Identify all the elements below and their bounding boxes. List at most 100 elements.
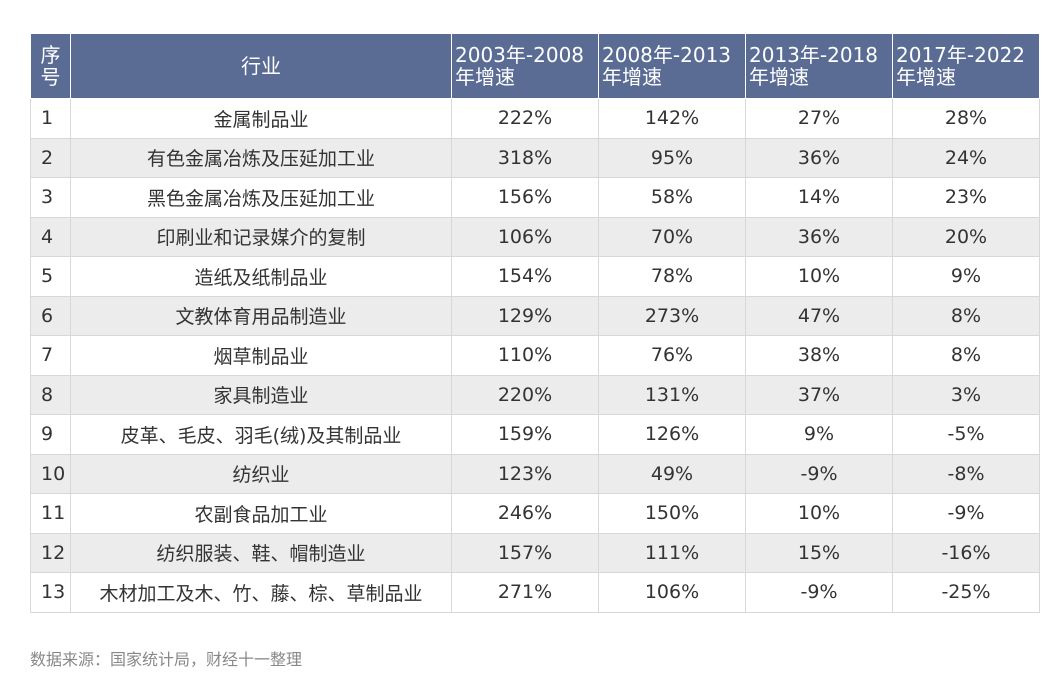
table-cell: 38% bbox=[745, 335, 893, 376]
table-cell: 220% bbox=[451, 374, 599, 415]
table-cell: 37% bbox=[745, 374, 893, 415]
table-cell: 78% bbox=[598, 256, 746, 297]
table-cell: 131% bbox=[598, 374, 746, 415]
table-body: 1 金属制品业 222% 142% 27% 28% 2 有色金属冶炼及压延加工业 318% 95%… bbox=[30, 98, 1040, 613]
header-cell: 序号 bbox=[30, 33, 71, 99]
table-cell: 4 bbox=[30, 216, 71, 257]
table-cell: 159% bbox=[451, 414, 599, 455]
source-note: 数据来源：国家统计局，财经十一整理 bbox=[30, 650, 303, 669]
table-cell: 70% bbox=[598, 216, 746, 257]
table-cell: 纺织服装、鞋、帽制造业 bbox=[70, 532, 452, 573]
table-cell: 246% bbox=[451, 493, 599, 534]
table-cell: 造纸及纸制品业 bbox=[70, 256, 452, 297]
table-cell: 14% bbox=[745, 177, 893, 218]
header-cell: 2003年-2008年增速 bbox=[451, 33, 599, 99]
table-cell: 47% bbox=[745, 295, 893, 336]
table-cell: 36% bbox=[745, 216, 893, 257]
table-row: 13 木材加工及木、竹、藤、棕、草制品业 271% 106% -9% -25% bbox=[30, 572, 1040, 613]
table-cell: 9 bbox=[30, 414, 71, 455]
table-cell: 23% bbox=[892, 177, 1040, 218]
table-cell: 10% bbox=[745, 493, 893, 534]
table-cell: 106% bbox=[451, 216, 599, 257]
table-cell: 印刷业和记录媒介的复制 bbox=[70, 216, 452, 257]
table-cell: -9% bbox=[745, 453, 893, 494]
table-cell: 27% bbox=[745, 98, 893, 139]
table-cell: 13 bbox=[30, 572, 71, 613]
table-cell: 5 bbox=[30, 256, 71, 297]
table-cell: 3 bbox=[30, 177, 71, 218]
table-cell: 150% bbox=[598, 493, 746, 534]
table-cell: 36% bbox=[745, 137, 893, 178]
table-cell: 农副食品加工业 bbox=[70, 493, 452, 534]
table-cell: 2 bbox=[30, 137, 71, 178]
table-cell: -16% bbox=[892, 532, 1040, 573]
table-cell: 20% bbox=[892, 216, 1040, 257]
table-cell: 11 bbox=[30, 493, 71, 534]
table-cell: 154% bbox=[451, 256, 599, 297]
table-row: 4 印刷业和记录媒介的复制 106% 70% 36% 20% bbox=[30, 216, 1040, 257]
table-cell: 142% bbox=[598, 98, 746, 139]
table-cell: -8% bbox=[892, 453, 1040, 494]
table-cell: 3% bbox=[892, 374, 1040, 415]
table-cell: 106% bbox=[598, 572, 746, 613]
table-cell: 156% bbox=[451, 177, 599, 218]
table-row: 2 有色金属冶炼及压延加工业 318% 95% 36% 24% bbox=[30, 137, 1040, 178]
table-cell: 126% bbox=[598, 414, 746, 455]
table-cell: -9% bbox=[892, 493, 1040, 534]
table-cell: 76% bbox=[598, 335, 746, 376]
header-cell: 2008年-2013年增速 bbox=[598, 33, 746, 99]
table-row: 7 烟草制品业 110% 76% 38% 8% bbox=[30, 335, 1040, 376]
table-row: 12 纺织服装、鞋、帽制造业 157% 111% 15% -16% bbox=[30, 532, 1040, 573]
table-cell: 有色金属冶炼及压延加工业 bbox=[70, 137, 452, 178]
data-table: 序号 行业 2003年-2008年增速 2008年-2013年增速 2013年-2018… bbox=[30, 33, 1040, 613]
table-cell: 文教体育用品制造业 bbox=[70, 295, 452, 336]
table-cell: 1 bbox=[30, 98, 71, 139]
table-cell: 111% bbox=[598, 532, 746, 573]
table-row: 1 金属制品业 222% 142% 27% 28% bbox=[30, 98, 1040, 139]
table-cell: 纺织业 bbox=[70, 453, 452, 494]
table-cell: 9% bbox=[892, 256, 1040, 297]
table-cell: 28% bbox=[892, 98, 1040, 139]
table-cell: 10% bbox=[745, 256, 893, 297]
table-row: 11 农副食品加工业 246% 150% 10% -9% bbox=[30, 493, 1040, 534]
table-cell: 家具制造业 bbox=[70, 374, 452, 415]
table-cell: 222% bbox=[451, 98, 599, 139]
header-cell: 2013年-2018年增速 bbox=[745, 33, 893, 99]
table-cell: 58% bbox=[598, 177, 746, 218]
table-cell: 黑色金属冶炼及压延加工业 bbox=[70, 177, 452, 218]
table-cell: 8% bbox=[892, 335, 1040, 376]
table-cell: 8% bbox=[892, 295, 1040, 336]
table-cell: 烟草制品业 bbox=[70, 335, 452, 376]
table-cell: 9% bbox=[745, 414, 893, 455]
table-row: 10 纺织业 123% 49% -9% -8% bbox=[30, 453, 1040, 494]
table-cell: 157% bbox=[451, 532, 599, 573]
header-cell: 行业 bbox=[70, 33, 452, 99]
table-row: 5 造纸及纸制品业 154% 78% 10% 9% bbox=[30, 256, 1040, 297]
table-cell: 110% bbox=[451, 335, 599, 376]
table-cell: 318% bbox=[451, 137, 599, 178]
header-row: 序号 行业 2003年-2008年增速 2008年-2013年增速 2013年-2018… bbox=[30, 33, 1040, 99]
table-cell: 6 bbox=[30, 295, 71, 336]
table-cell: 10 bbox=[30, 453, 71, 494]
table-cell: 49% bbox=[598, 453, 746, 494]
table-row: 8 家具制造业 220% 131% 37% 3% bbox=[30, 374, 1040, 415]
table-cell: 7 bbox=[30, 335, 71, 376]
table-cell: 木材加工及木、竹、藤、棕、草制品业 bbox=[70, 572, 452, 613]
table-cell: -9% bbox=[745, 572, 893, 613]
table-cell: 12 bbox=[30, 532, 71, 573]
table-cell: -25% bbox=[892, 572, 1040, 613]
table-cell: -5% bbox=[892, 414, 1040, 455]
table-cell: 8 bbox=[30, 374, 71, 415]
table-row: 9 皮革、毛皮、羽毛(绒)及其制品业 159% 126% 9% -5% bbox=[30, 414, 1040, 455]
table-cell: 24% bbox=[892, 137, 1040, 178]
table-cell: 95% bbox=[598, 137, 746, 178]
table-cell: 123% bbox=[451, 453, 599, 494]
table-cell: 129% bbox=[451, 295, 599, 336]
table-cell: 金属制品业 bbox=[70, 98, 452, 139]
table-cell: 273% bbox=[598, 295, 746, 336]
table-cell: 皮革、毛皮、羽毛(绒)及其制品业 bbox=[70, 414, 452, 455]
table-row: 3 黑色金属冶炼及压延加工业 156% 58% 14% 23% bbox=[30, 177, 1040, 218]
table-cell: 15% bbox=[745, 532, 893, 573]
header-cell: 2017年-2022年增速 bbox=[892, 33, 1040, 99]
